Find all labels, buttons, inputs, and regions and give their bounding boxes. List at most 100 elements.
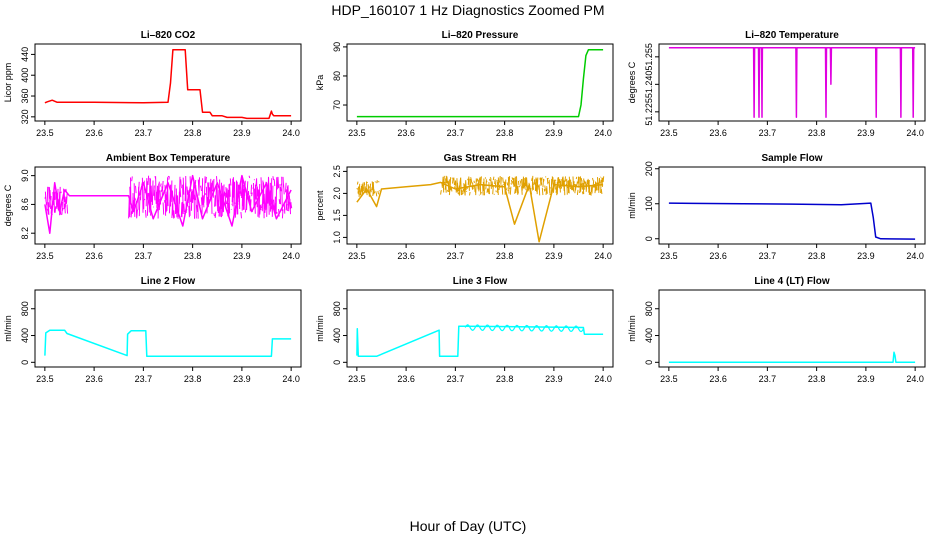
plot-frame (658, 166, 926, 245)
y-tick-label: 9.0 (20, 169, 30, 182)
x-tick-label: 23.8 (808, 128, 826, 138)
plot-frame (34, 289, 302, 368)
x-tick-label: 23.5 (36, 251, 54, 261)
x-tick-label: 24.0 (282, 374, 300, 384)
panel-5: Gas Stream RH percent 23.5 23.6 23.7 23.8 23.9… (315, 153, 614, 261)
x-tick-label: 23.5 (660, 251, 678, 261)
x-tick-label: 24.0 (594, 128, 612, 138)
series-wave (464, 324, 584, 333)
x-tick-label: 23.8 (808, 374, 826, 384)
series-noise-band (356, 180, 380, 197)
x-tick-label: 23.9 (857, 374, 875, 384)
plot-frame (346, 166, 614, 245)
x-tick-label: 23.5 (348, 251, 366, 261)
y-tick-label: 2.5 (332, 165, 342, 178)
x-tick-label: 23.6 (709, 374, 727, 384)
panel-4: Ambient Box Temperature degrees C 23.5 23.6… (3, 153, 302, 261)
panel-title: Line 3 Flow (453, 276, 508, 287)
x-tick-label: 23.7 (135, 128, 153, 138)
x-tick-label: 23.6 (85, 251, 103, 261)
x-tick-label: 24.0 (594, 251, 612, 261)
panel-title: Ambient Box Temperature (106, 153, 231, 164)
panel-title: Line 2 Flow (141, 276, 196, 287)
x-tick-label: 24.0 (906, 128, 924, 138)
y-tick-label: 1.0 (332, 231, 342, 244)
series-noise-band (440, 175, 605, 196)
y-tick-label: 2.0 (332, 187, 342, 200)
series-line (668, 202, 916, 240)
series-line (44, 48, 292, 120)
y-tick-label: 0 (20, 360, 30, 365)
x-tick-label: 23.8 (496, 374, 514, 384)
x-tick-label: 23.9 (857, 251, 875, 261)
y-tick-label: 100 (644, 196, 654, 211)
x-tick-label: 23.8 (184, 128, 202, 138)
panel-title: Li–820 Pressure (442, 30, 519, 41)
y-tick-label: 360 (20, 89, 30, 104)
x-tick-label: 23.6 (709, 128, 727, 138)
x-tick-label: 23.8 (184, 374, 202, 384)
series-line (668, 46, 916, 119)
panel-6: Sample Flow ml/min 23.5 23.6 23.7 23.8 23.9 24.… (627, 153, 926, 261)
y-tick-label: 70 (332, 100, 342, 110)
x-tick-label: 23.5 (36, 374, 54, 384)
x-tick-label: 23.7 (135, 374, 153, 384)
panel-title: Line 4 (LT) Flow (754, 276, 830, 287)
y-tick-label: 0 (644, 236, 654, 241)
panel-2: Li–820 Pressure kPa 23.5 23.6 23.7 23.8 23.9 24… (315, 30, 614, 138)
x-tick-label: 23.8 (184, 251, 202, 261)
x-tick-label: 23.6 (397, 128, 415, 138)
y-tick-label: 800 (644, 301, 654, 316)
x-tick-label: 23.7 (135, 251, 153, 261)
y-tick-label: 51.225 (644, 98, 654, 126)
x-tick-label: 23.6 (397, 374, 415, 384)
y-tick-label: 0 (332, 360, 342, 365)
y-tick-label: 400 (20, 328, 30, 343)
series-noise-band (128, 175, 293, 219)
panel-title: Gas Stream RH (444, 153, 517, 164)
x-tick-label: 24.0 (594, 374, 612, 384)
y-tick-label: 80 (332, 71, 342, 81)
y-axis-label: kPa (315, 75, 325, 91)
series-line (44, 329, 292, 358)
x-axis-label: Hour of Day (UTC) (409, 518, 527, 534)
y-axis-label: ml/min (627, 315, 637, 342)
x-tick-label: 23.6 (85, 374, 103, 384)
y-tick-label: 8.6 (20, 198, 30, 211)
y-tick-label: 90 (332, 42, 342, 52)
x-tick-label: 23.5 (660, 374, 678, 384)
y-tick-label: 400 (20, 68, 30, 83)
y-axis-label: ml/min (315, 315, 325, 342)
x-tick-label: 23.7 (759, 374, 777, 384)
x-tick-label: 23.9 (545, 251, 563, 261)
y-tick-label: 0 (644, 360, 654, 365)
x-tick-label: 23.8 (496, 251, 514, 261)
panel-1: Li–820 CO2 Licor ppm 23.5 23.6 23.7 23.8 23.9 2… (3, 30, 302, 138)
series-line (356, 49, 604, 118)
y-tick-label: 800 (20, 301, 30, 316)
y-axis-label: degrees C (3, 184, 13, 226)
x-tick-label: 23.5 (660, 128, 678, 138)
y-tick-label: 51.255 (644, 43, 654, 71)
x-tick-label: 23.5 (348, 128, 366, 138)
x-tick-label: 23.6 (397, 251, 415, 261)
y-tick-label: 800 (332, 301, 342, 316)
y-axis-label: degrees C (627, 61, 637, 103)
panel-9: Line 4 (LT) Flow ml/min 23.5 23.6 23.7 23.8 23… (627, 276, 926, 384)
x-tick-label: 23.7 (759, 251, 777, 261)
y-axis-label: percent (315, 190, 325, 221)
x-tick-label: 23.9 (545, 374, 563, 384)
panel-3: Li–820 Temperature degrees C 23.5 23.6 23.7 2… (627, 30, 926, 138)
figure-title: HDP_160107 1 Hz Diagnostics Zoomed PM (331, 2, 605, 18)
y-axis-label: ml/min (3, 315, 13, 342)
panel-8: Line 3 Flow ml/min 23.5 23.6 23.7 23.8 23.9 24.… (315, 276, 614, 384)
x-tick-label: 23.8 (808, 251, 826, 261)
y-tick-label: 400 (644, 328, 654, 343)
series-line (356, 181, 604, 243)
y-tick-label: 51.240 (644, 71, 654, 99)
plot-frame (346, 289, 614, 368)
panel-title: Li–820 Temperature (745, 30, 839, 41)
panel-title: Sample Flow (761, 153, 822, 164)
plot-frame (658, 43, 926, 122)
